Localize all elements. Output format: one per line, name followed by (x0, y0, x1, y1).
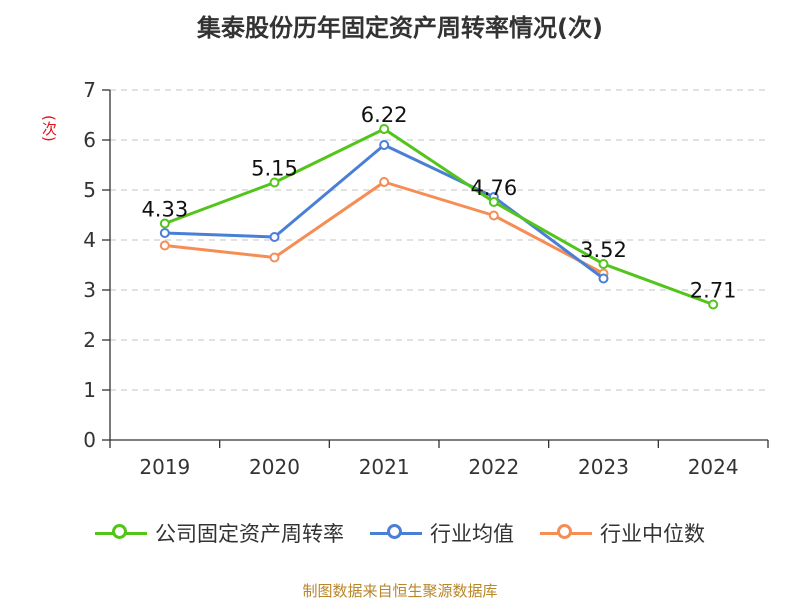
series-line (164, 127, 714, 306)
data-point (269, 177, 280, 188)
x-tick-label: 2019 (139, 455, 190, 479)
data-point (379, 177, 390, 187)
x-tick-label: 2023 (578, 455, 629, 479)
legend: 公司固定资产周转率 行业均值 行业中位数 (0, 518, 800, 548)
data-point (379, 140, 390, 150)
legend-swatch-icon (540, 522, 592, 544)
data-point (159, 240, 170, 251)
axes: 0 1 2 3 4 5 6 7 2019 2020 2021 2022 2023 2024 (83, 78, 769, 479)
legend-item[interactable]: 公司固定资产周转率 (95, 518, 344, 548)
y-axis-label: (次) (40, 114, 58, 142)
source-note: 制图数据来自恒生聚源数据库 (302, 582, 498, 600)
y-tick-label: 5 (83, 178, 96, 202)
data-label: 6.22 (361, 103, 408, 127)
legend-label: 公司固定资产周转率 (155, 522, 344, 546)
legend-item[interactable]: 行业均值 (370, 518, 514, 548)
data-label: 3.52 (580, 238, 627, 262)
data-point (488, 197, 499, 207)
x-tick-label: 2022 (468, 455, 519, 479)
y-tick-label: 1 (83, 378, 96, 402)
x-tick-label: 2021 (359, 455, 410, 479)
legend-swatch-icon (370, 522, 422, 544)
y-tick-label: 6 (83, 128, 96, 152)
data-point (708, 299, 719, 310)
y-tick-label: 3 (83, 278, 96, 302)
y-tick-label: 4 (83, 228, 96, 252)
x-tick-label: 2020 (249, 455, 300, 479)
data-labels: 4.33 5.15 6.22 4.76 3.52 2.71 (141, 103, 736, 303)
y-tick-label: 2 (83, 328, 96, 352)
grid-lines (110, 89, 768, 391)
data-point (159, 218, 170, 229)
data-point (379, 124, 390, 134)
y-tick-label: 7 (83, 78, 96, 102)
legend-swatch-icon (95, 522, 147, 544)
data-point (269, 252, 280, 263)
legend-label: 行业均值 (430, 522, 514, 546)
data-point (598, 273, 609, 284)
series-line (164, 143, 605, 280)
data-point (159, 228, 170, 238)
data-point (488, 210, 499, 221)
legend-item[interactable]: 行业中位数 (540, 518, 705, 548)
chart-title: 集泰股份历年固定资产周转率情况(次) (197, 14, 603, 42)
data-label: 4.33 (141, 198, 188, 222)
data-point (269, 232, 280, 242)
data-point (598, 259, 609, 269)
x-tick-label: 2024 (688, 455, 739, 479)
legend-label: 行业中位数 (600, 522, 705, 546)
data-label: 4.76 (470, 176, 517, 200)
series-lines (159, 124, 719, 310)
y-tick-label: 0 (83, 428, 96, 452)
data-label: 2.71 (690, 279, 737, 303)
data-label: 5.15 (251, 157, 298, 181)
